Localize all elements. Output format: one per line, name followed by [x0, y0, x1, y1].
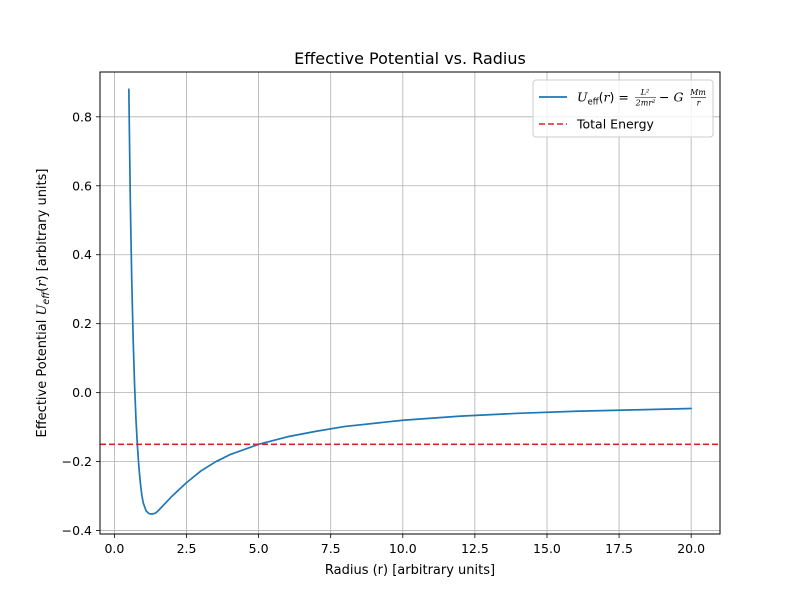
- svg-text:2mr²: 2mr²: [635, 99, 656, 108]
- y-tick-label: −0.4: [62, 523, 92, 538]
- x-tick-label: 15.0: [533, 541, 561, 556]
- grid: [100, 72, 720, 534]
- y-tick-label: 0.0: [72, 385, 92, 400]
- plot-area: [100, 72, 720, 534]
- y-tick-label: −0.2: [62, 454, 92, 469]
- x-tick-label: 0.0: [104, 541, 124, 556]
- effective-potential-line: [127, 88, 693, 515]
- x-tick-label: 12.5: [461, 541, 489, 556]
- plot-frame: [99, 71, 721, 535]
- ticks: 0.0 2.5 5.0 7.5 10.0 12.5 15.0 17.5 20.0 −0.4 −0.2…: [62, 109, 705, 556]
- x-tick-label: 17.5: [605, 541, 633, 556]
- x-tick-label: 7.5: [321, 541, 341, 556]
- legend-box: [532, 79, 714, 138]
- svg-text:Mm: Mm: [689, 88, 706, 97]
- x-axis-label: Radius (r) [arbitrary units]: [325, 563, 495, 578]
- x-tick-label: 5.0: [249, 541, 269, 556]
- svg-text:Ueff(r) =: Ueff(r) =: [577, 90, 629, 108]
- y-tick-label: 0.6: [72, 178, 92, 193]
- legend: Ueff(r) = L² 2mr² − G Mm r Total Energy: [532, 79, 714, 138]
- legend-label-total-energy: Total Energy: [576, 117, 655, 132]
- x-tick-label: 20.0: [677, 541, 705, 556]
- y-tick-label: 0.2: [72, 316, 92, 331]
- svg-text:L²: L²: [640, 88, 650, 97]
- y-tick-label: 0.4: [72, 247, 92, 262]
- chart-title: Effective Potential vs. Radius: [294, 49, 526, 68]
- svg-text:r: r: [697, 99, 702, 108]
- y-tick-label: 0.8: [72, 109, 92, 124]
- x-tick-label: 2.5: [177, 541, 197, 556]
- x-tick-label: 10.0: [389, 541, 417, 556]
- svg-text:− G: − G: [659, 90, 683, 105]
- series-group: [100, 88, 720, 515]
- legend-label-potential: Ueff(r) = L² 2mr² − G Mm r: [577, 88, 706, 108]
- y-axis-label: Effective Potential Ueff(r) [arbitrary u…: [35, 169, 52, 438]
